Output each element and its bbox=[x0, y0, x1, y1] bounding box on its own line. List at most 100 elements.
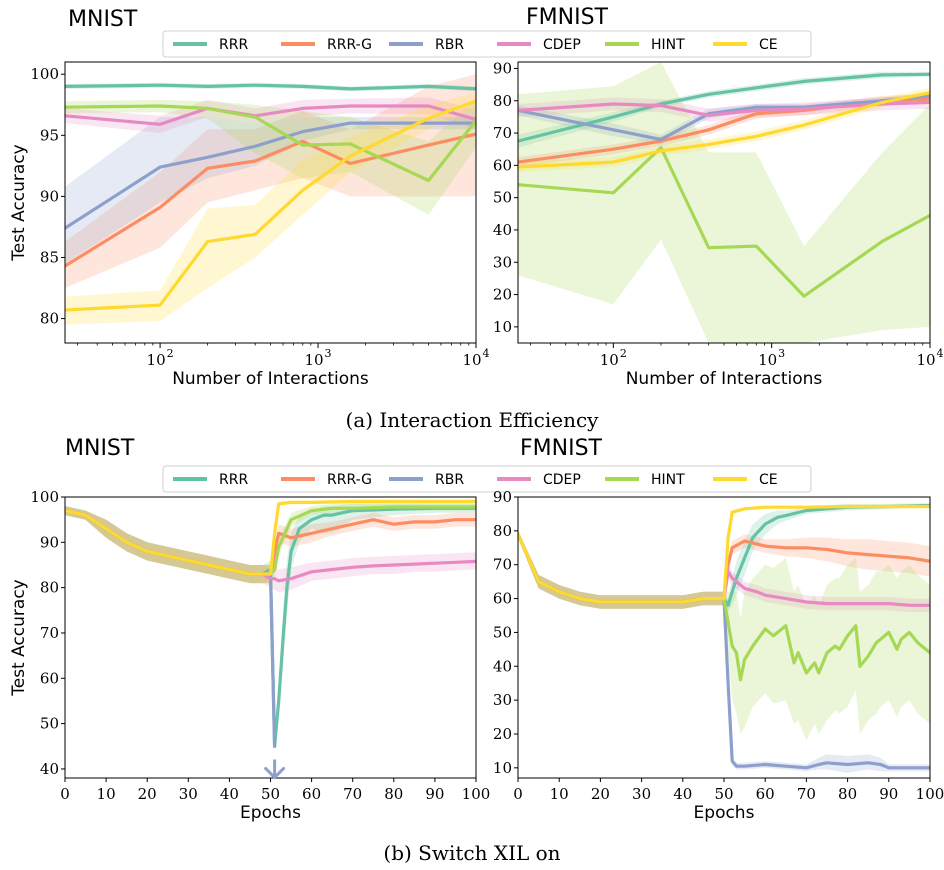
x-tick-label: 70 bbox=[797, 785, 816, 803]
legend-label: CE bbox=[759, 37, 778, 53]
y-tick-label: 80 bbox=[40, 579, 59, 597]
x-tick-label: 10 bbox=[550, 785, 569, 803]
annotation-arrow bbox=[264, 759, 286, 780]
legend-item-hint: HINT bbox=[605, 472, 685, 488]
y-tick-label: 70 bbox=[493, 124, 512, 142]
x-tick-label: 0 bbox=[60, 785, 70, 803]
y-axis-label: Test Accuracy bbox=[9, 144, 29, 262]
x-tick-label: 100 bbox=[462, 785, 491, 803]
legend-item-cdep: CDEP bbox=[497, 472, 581, 488]
legend-label: RBR bbox=[435, 472, 464, 488]
panel-title: MNIST bbox=[68, 7, 138, 32]
band-rbr bbox=[65, 506, 275, 751]
line-rbr bbox=[65, 509, 277, 748]
x-axis-label: Epochs bbox=[240, 803, 301, 823]
x-tick-label: 10 bbox=[147, 351, 166, 369]
confidence-bands bbox=[65, 74, 476, 325]
panel-title: FMNIST bbox=[520, 436, 603, 461]
legend-item-rrr-g: RRR-G bbox=[281, 472, 372, 488]
series-lines bbox=[518, 503, 930, 770]
y-tick-label: 100 bbox=[30, 488, 59, 506]
y-tick-label: 90 bbox=[40, 187, 59, 205]
x-tick-label: 10 bbox=[97, 785, 116, 803]
x-tick-label: 10 bbox=[916, 351, 935, 369]
x-tick-label: 10 bbox=[600, 351, 619, 369]
legend-item-rbr: RBR bbox=[389, 37, 464, 53]
x-tick-label: 60 bbox=[756, 785, 775, 803]
band-hint bbox=[65, 503, 476, 584]
series-lines bbox=[65, 83, 476, 312]
x-tick-label: 10 bbox=[305, 351, 324, 369]
series-lines bbox=[518, 72, 930, 298]
x-tick-exponent: 3 bbox=[325, 347, 332, 360]
y-tick-label: 90 bbox=[40, 533, 59, 551]
x-tick-label: 30 bbox=[179, 785, 198, 803]
x-tick-label: 50 bbox=[261, 785, 280, 803]
legend-item-rbr: RBR bbox=[389, 472, 464, 488]
x-tick-label: 20 bbox=[138, 785, 157, 803]
y-axis-label: Test Accuracy bbox=[9, 579, 29, 697]
y-tick-label: 50 bbox=[493, 189, 512, 207]
legend-item-rrr: RRR bbox=[173, 37, 248, 53]
band-cdep bbox=[518, 95, 930, 122]
y-tick-label: 30 bbox=[493, 253, 512, 271]
x-tick-exponent: 4 bbox=[937, 347, 944, 360]
legend-label: RBR bbox=[435, 37, 464, 53]
line-rbr bbox=[518, 94, 930, 142]
y-tick-label: 20 bbox=[493, 725, 512, 743]
legend-label: CDEP bbox=[543, 472, 581, 488]
panel-title: MNIST bbox=[65, 436, 135, 461]
line-rrr bbox=[65, 83, 476, 91]
legend-label: HINT bbox=[651, 472, 685, 488]
confidence-bands bbox=[518, 503, 930, 773]
legend-label: RRR bbox=[219, 37, 248, 53]
legend-item-hint: HINT bbox=[605, 37, 685, 53]
legend-label: CE bbox=[759, 472, 778, 488]
caption-a: (a) Interaction Efficiency bbox=[346, 408, 600, 432]
x-tick-label: 90 bbox=[879, 785, 898, 803]
y-tick-label: 50 bbox=[493, 623, 512, 641]
y-tick-label: 60 bbox=[493, 590, 512, 608]
x-tick-label: 0 bbox=[513, 785, 523, 803]
band-cdep bbox=[65, 506, 476, 593]
x-tick-label: 40 bbox=[673, 785, 692, 803]
caption-b: (b) Switch XIL on bbox=[383, 841, 560, 865]
y-tick-label: 10 bbox=[493, 318, 512, 336]
panel-title: FMNIST bbox=[526, 5, 609, 30]
x-tick-label: 50 bbox=[714, 785, 733, 803]
y-tick-label: 80 bbox=[493, 522, 512, 540]
band-hint bbox=[518, 530, 930, 741]
x-tick-label: 90 bbox=[425, 785, 444, 803]
x-tick-label: 80 bbox=[838, 785, 857, 803]
x-tick-exponent: 4 bbox=[483, 347, 490, 360]
y-tick-label: 20 bbox=[493, 286, 512, 304]
series-lines bbox=[65, 499, 476, 748]
line-rrr-g bbox=[65, 132, 476, 268]
y-tick-label: 100 bbox=[30, 65, 59, 83]
y-tick-label: 60 bbox=[493, 156, 512, 174]
y-tick-label: 50 bbox=[40, 715, 59, 733]
x-tick-label: 60 bbox=[302, 785, 321, 803]
x-tick-exponent: 2 bbox=[620, 347, 627, 360]
legend-label: CDEP bbox=[543, 37, 581, 53]
x-tick-label: 20 bbox=[591, 785, 610, 803]
x-tick-exponent: 2 bbox=[167, 347, 174, 360]
x-tick-label: 40 bbox=[220, 785, 239, 803]
y-tick-label: 80 bbox=[493, 92, 512, 110]
y-tick-label: 95 bbox=[40, 126, 59, 144]
band-rrr-g bbox=[65, 74, 476, 288]
y-tick-label: 60 bbox=[40, 669, 59, 687]
x-axis-label: Number of Interactions bbox=[172, 369, 369, 389]
x-axis-label: Number of Interactions bbox=[626, 369, 823, 389]
legend-item-rrr: RRR bbox=[173, 472, 248, 488]
panel-b-mnist: MNIST 40 50 60 70 80 90 100 0 10 20 30 40 50 60 70 80 90 1… bbox=[9, 436, 490, 823]
legend-label: RRR bbox=[219, 472, 248, 488]
line-ce bbox=[518, 91, 930, 169]
band-rbr bbox=[65, 117, 476, 264]
y-tick-label: 40 bbox=[493, 657, 512, 675]
line-ce bbox=[65, 99, 476, 312]
